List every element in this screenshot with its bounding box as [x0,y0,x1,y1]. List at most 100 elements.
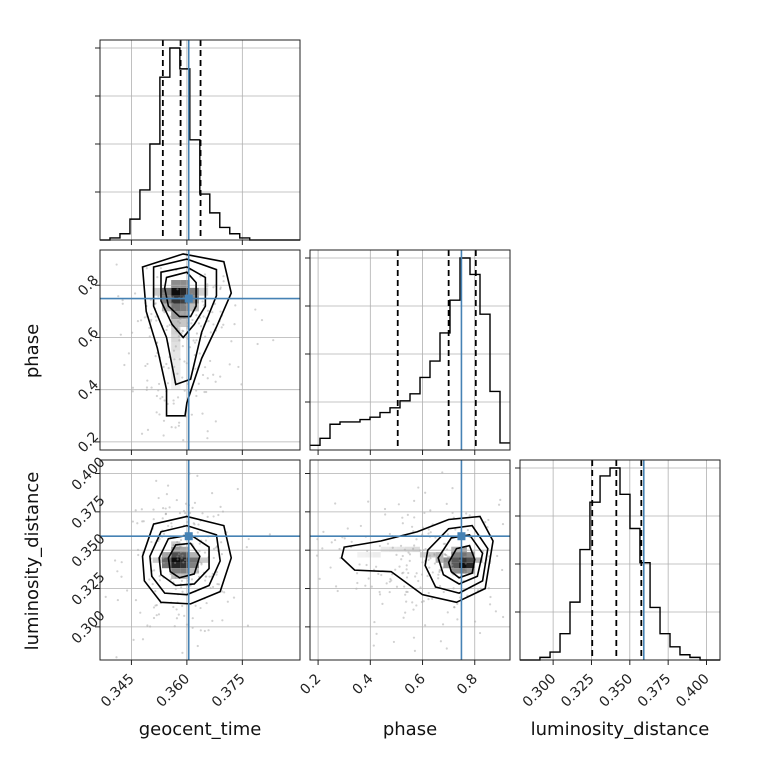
scatter-point-luminosity_distance-vs-geocent_time [164,512,168,515]
scatter-point-luminosity_distance-vs-geocent_time [152,508,155,511]
scatter-point-luminosity_distance-vs-geocent_time [155,604,158,607]
scatter-point-luminosity_distance-vs-phase [447,555,450,558]
density-cell-luminosity_distance-vs-geocent_time-0 [171,557,181,563]
density-cell-phase-vs-geocent_time-4 [161,287,172,296]
scatter-point-luminosity_distance-vs-phase [424,547,427,551]
scatter-point-luminosity_distance-vs-geocent_time [204,575,207,578]
x-axis-label-luminosity-distance: luminosity_distance [531,719,710,740]
scatter-point-luminosity_distance-vs-phase [451,511,454,514]
scatter-point-luminosity_distance-vs-geocent_time [158,579,162,582]
scatter-point-luminosity_distance-vs-phase [431,597,434,600]
scatter-point-luminosity_distance-vs-phase [389,577,392,581]
scatter-point-phase-vs-geocent_time [155,394,158,398]
density-cell-phase-vs-geocent_time-1 [180,287,190,296]
density-cell-phase-vs-geocent_time-15 [180,319,190,328]
scatter-point-luminosity_distance-vs-geocent_time [154,590,157,593]
density-cell-phase-vs-geocent_time-19 [171,350,181,359]
scatter-point-luminosity_distance-vs-phase [334,502,337,505]
scatter-point-phase-vs-geocent_time [157,382,161,386]
scatter-point-luminosity_distance-vs-geocent_time [181,651,184,654]
density-cell-luminosity_distance-vs-geocent_time-17 [198,557,209,563]
scatter-point-luminosity_distance-vs-phase [448,555,452,558]
density-cell-luminosity_distance-vs-phase-2 [459,557,467,563]
scatter-point-phase-vs-geocent_time [199,275,202,278]
density-cell-phase-vs-geocent_time-16 [171,327,181,335]
scatter-point-phase-vs-geocent_time [146,362,149,366]
scatter-point-phase-vs-geocent_time [214,380,217,383]
scatter-point-phase-vs-geocent_time [171,312,174,315]
truth-point-luminosity_distance-vs-geocent_time [184,532,193,541]
scatter-point-phase-vs-geocent_time [178,421,181,424]
scatter-point-luminosity_distance-vs-phase [404,611,407,614]
scatter-point-luminosity_distance-vs-geocent_time [116,598,119,602]
scatter-point-phase-vs-geocent_time [148,326,151,329]
scatter-point-luminosity_distance-vs-geocent_time [188,511,192,514]
scatter-point-phase-vs-geocent_time [198,352,201,355]
scatter-point-luminosity_distance-vs-geocent_time [220,541,223,544]
scatter-point-luminosity_distance-vs-phase [377,572,380,575]
scatter-point-luminosity_distance-vs-phase [478,631,482,635]
density-cell-luminosity_distance-vs-geocent_time-3 [180,562,190,569]
scatter-point-luminosity_distance-vs-geocent_time [134,599,138,602]
scatter-point-luminosity_distance-vs-geocent_time [146,624,149,627]
scatter-point-luminosity_distance-vs-phase [451,563,454,567]
scatter-point-phase-vs-geocent_time [145,267,148,270]
scatter-point-luminosity_distance-vs-geocent_time [182,561,185,564]
density-cell-luminosity_distance-vs-geocent_time-13 [180,546,190,553]
scatter-point-phase-vs-geocent_time [162,365,165,368]
scatter-point-phase-vs-geocent_time [169,303,172,306]
scatter-point-phase-vs-geocent_time [183,312,186,315]
scatter-point-luminosity_distance-vs-phase [422,600,425,603]
scatter-point-luminosity_distance-vs-geocent_time [166,484,170,487]
density-cell-luminosity_distance-vs-geocent_time-15 [189,552,199,558]
scatter-point-luminosity_distance-vs-geocent_time [191,617,194,620]
density-cell-phase-vs-geocent_time-27 [198,287,209,296]
scatter-point-luminosity_distance-vs-geocent_time [152,518,155,521]
scatter-point-phase-vs-geocent_time [206,377,209,380]
scatter-point-luminosity_distance-vs-phase [419,586,422,589]
scatter-point-luminosity_distance-vs-phase [433,562,436,565]
histogram-phase [310,257,510,447]
scatter-point-luminosity_distance-vs-geocent_time [172,544,175,547]
scatter-point-phase-vs-geocent_time [199,325,203,328]
scatter-point-phase-vs-geocent_time [170,426,173,429]
density-cell-luminosity_distance-vs-geocent_time-2 [171,562,181,569]
scatter-point-luminosity_distance-vs-geocent_time [215,570,219,574]
scatter-point-luminosity_distance-vs-phase [438,570,441,574]
scatter-point-phase-vs-geocent_time [212,373,215,376]
scatter-point-phase-vs-geocent_time [171,302,174,305]
y-tick-label-luminosity_distance-3: 0.375 [69,493,109,533]
contour-phase-vs-geocent_time-0 [163,271,197,318]
y-axis-label-luminosity-distance: luminosity_distance [22,472,43,651]
scatter-point-luminosity_distance-vs-phase [464,562,467,565]
scatter-point-phase-vs-geocent_time [206,309,210,312]
density-cell-luminosity_distance-vs-phase-4 [466,557,475,563]
scatter-point-luminosity_distance-vs-geocent_time [169,578,172,581]
scatter-point-phase-vs-geocent_time [184,303,187,307]
scatter-point-phase-vs-geocent_time [146,379,149,382]
scatter-point-luminosity_distance-vs-geocent_time [139,611,142,614]
scatter-point-phase-vs-geocent_time [145,386,149,389]
scatter-point-phase-vs-geocent_time [219,310,222,313]
scatter-point-luminosity_distance-vs-phase [356,581,359,585]
scatter-point-luminosity_distance-vs-geocent_time [154,604,157,607]
scatter-point-luminosity_distance-vs-phase [502,615,505,619]
scatter-point-phase-vs-geocent_time [213,302,217,305]
scatter-point-luminosity_distance-vs-phase [438,569,441,572]
density-cell-phase-vs-geocent_time-14 [171,319,181,328]
density-cell-luminosity_distance-vs-phase-9 [443,557,452,563]
scatter-point-luminosity_distance-vs-geocent_time [211,619,214,622]
scatter-point-luminosity_distance-vs-geocent_time [197,523,200,526]
scatter-point-luminosity_distance-vs-phase [442,542,445,545]
density-cell-luminosity_distance-vs-geocent_time-16 [152,557,162,563]
scatter-point-phase-vs-geocent_time [178,358,181,361]
scatter-point-luminosity_distance-vs-phase [427,558,430,562]
scatter-point-luminosity_distance-vs-phase [367,577,370,580]
density-cell-luminosity_distance-vs-geocent_time-9 [189,562,199,569]
scatter-point-luminosity_distance-vs-geocent_time [115,656,118,659]
scatter-point-luminosity_distance-vs-geocent_time [125,589,129,592]
density-cell-phase-vs-geocent_time-18 [171,342,181,351]
x-tick-label-phase-0: 0.2 [297,671,324,698]
scatter-point-luminosity_distance-vs-geocent_time [132,638,135,641]
panel-phase-vs-geocent_time-frame [99,249,301,451]
